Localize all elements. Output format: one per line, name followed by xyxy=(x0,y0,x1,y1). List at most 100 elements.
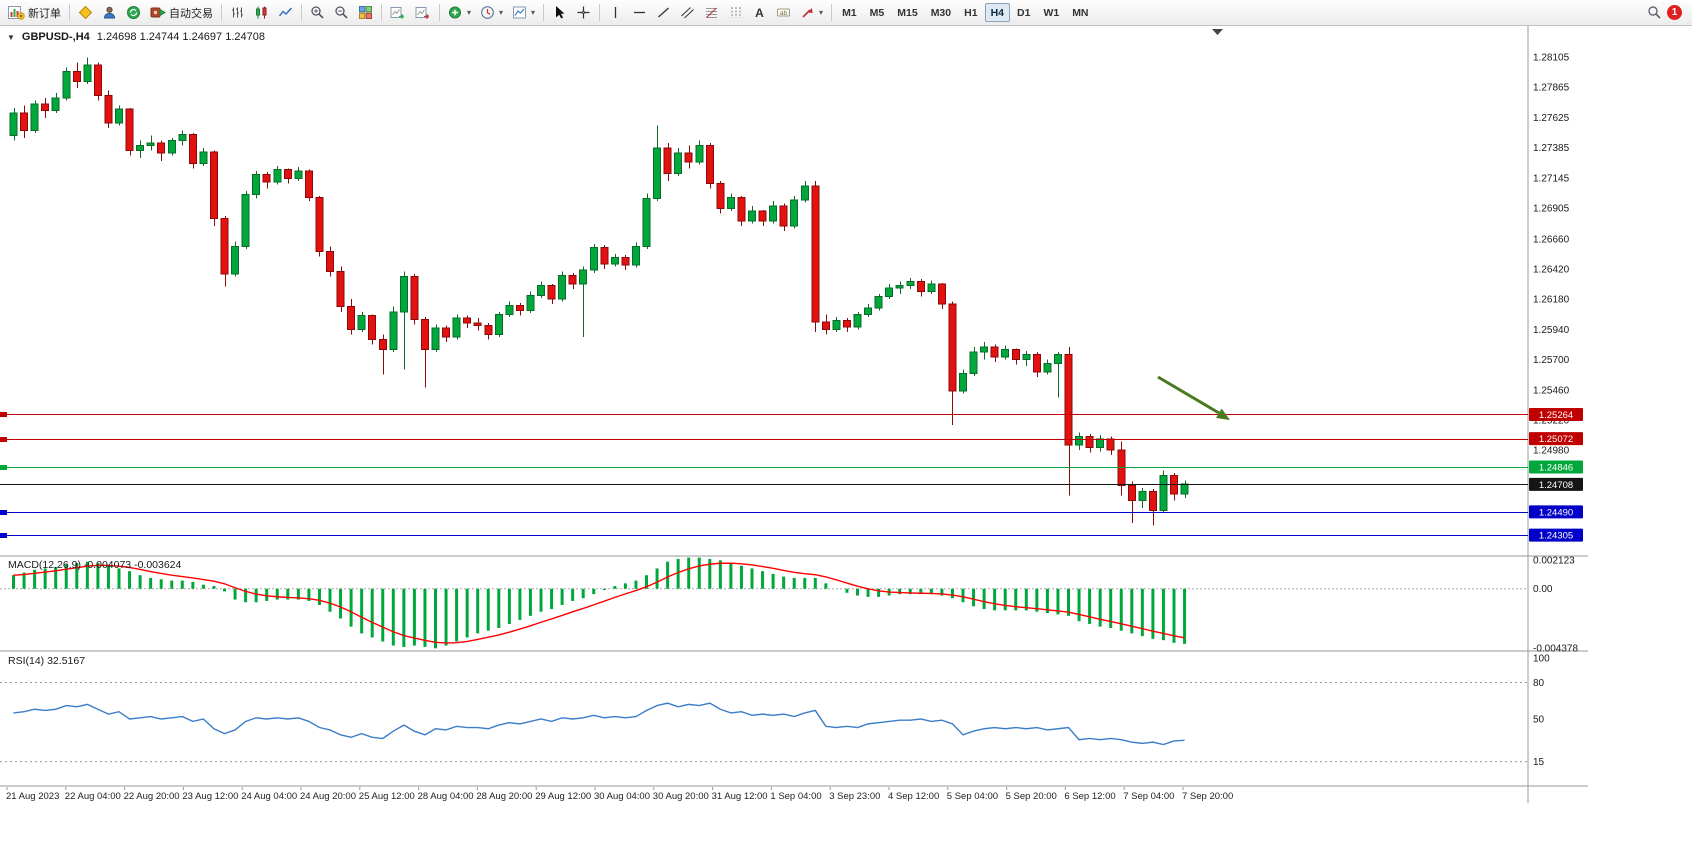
candle xyxy=(842,318,851,332)
tile-windows-button[interactable] xyxy=(354,2,377,23)
candle xyxy=(1085,433,1094,453)
terminal-button[interactable] xyxy=(122,2,145,23)
cursor-button[interactable] xyxy=(548,2,571,23)
price-axis-label: 1.24980 xyxy=(1533,446,1570,457)
add-indicator-icon xyxy=(448,5,463,20)
vertical-line-button[interactable] xyxy=(604,2,627,23)
bar-chart-button[interactable] xyxy=(226,2,249,23)
candle xyxy=(347,299,356,335)
candle xyxy=(832,316,841,332)
templates-button[interactable]: ▾ xyxy=(508,2,539,23)
time-axis-label: 22 Aug 04:00 xyxy=(65,791,121,802)
notification-badge[interactable]: 1 xyxy=(1667,5,1682,20)
price-axis-label: 1.27865 xyxy=(1533,83,1570,94)
price-tag-1.24490[interactable]: 1.24490 xyxy=(1529,505,1583,519)
price-line-1.24305[interactable] xyxy=(0,533,1528,538)
candle xyxy=(252,170,261,199)
candle xyxy=(610,253,619,267)
horizontal-line-icon xyxy=(632,5,647,20)
horizontal-line-button[interactable] xyxy=(628,2,651,23)
market-watch-button[interactable] xyxy=(74,2,97,23)
timeframe-button-w1[interactable]: W1 xyxy=(1037,3,1065,22)
line-handle[interactable] xyxy=(0,465,7,470)
price-tag-1.24708[interactable]: 1.24708 xyxy=(1529,477,1583,491)
zoom-in-button[interactable] xyxy=(306,2,329,23)
candle xyxy=(1148,489,1157,526)
arrows-tool-button[interactable]: ▾ xyxy=(796,2,827,23)
candle xyxy=(199,148,208,166)
price-line-1.24490[interactable] xyxy=(0,510,1528,515)
price-tag-1.24846[interactable]: 1.24846 xyxy=(1529,460,1583,474)
chart-shift-marker-icon[interactable] xyxy=(1212,29,1223,35)
candle xyxy=(463,315,472,329)
fibonacci-button[interactable] xyxy=(700,2,723,23)
price-line-1.25072[interactable] xyxy=(0,437,1528,442)
candle xyxy=(959,369,967,394)
new-order-button[interactable]: 新订单 xyxy=(4,2,65,23)
candle xyxy=(30,100,39,134)
candle xyxy=(916,279,925,297)
time-axis-label: 30 Aug 20:00 xyxy=(653,791,709,802)
line-handle[interactable] xyxy=(0,510,7,515)
candle xyxy=(378,334,387,375)
candle xyxy=(937,282,946,310)
chart-shift-button[interactable] xyxy=(411,2,435,23)
price-tag-1.25072[interactable]: 1.25072 xyxy=(1529,432,1583,446)
crosshair-button[interactable] xyxy=(572,2,595,23)
candle xyxy=(769,201,778,224)
text-tool-button[interactable]: A xyxy=(748,2,771,23)
auto-trading-label: 自动交易 xyxy=(169,7,213,20)
time-axis-label: 4 Sep 12:00 xyxy=(888,791,939,802)
periods-button[interactable]: ▾ xyxy=(476,2,507,23)
svg-text:1.24846: 1.24846 xyxy=(1539,463,1573,474)
zoom-out-button[interactable] xyxy=(330,2,353,23)
price-line-1.25264[interactable] xyxy=(0,412,1528,417)
auto-scroll-button[interactable] xyxy=(386,2,410,23)
candles-layer xyxy=(9,57,1189,526)
timeframe-button-h1[interactable]: H1 xyxy=(958,3,983,22)
line-handle[interactable] xyxy=(0,533,7,538)
search-button[interactable] xyxy=(1643,2,1666,23)
line-handle[interactable] xyxy=(0,437,7,442)
indicators-button[interactable]: ▾ xyxy=(444,2,475,23)
line-chart-button[interactable] xyxy=(274,2,297,23)
time-axis-label: 24 Aug 20:00 xyxy=(300,791,356,802)
line-chart-icon xyxy=(278,5,293,20)
text-label-button[interactable]: ab xyxy=(772,2,795,23)
timeframe-button-m1[interactable]: M1 xyxy=(836,3,863,22)
cycle-lines-button[interactable] xyxy=(724,2,747,23)
time-axis-label: 28 Aug 04:00 xyxy=(418,791,474,802)
navigator-button[interactable] xyxy=(98,2,121,23)
candle xyxy=(969,346,978,376)
candle xyxy=(758,209,767,227)
candle xyxy=(505,301,514,317)
candle xyxy=(537,281,545,298)
zoom-in-icon xyxy=(310,5,325,20)
price-line-1.24846[interactable] xyxy=(0,465,1528,470)
svg-text:1.24708: 1.24708 xyxy=(1539,480,1573,491)
trendline-button[interactable] xyxy=(652,2,675,23)
down-arrow-annotation[interactable] xyxy=(1157,375,1230,420)
candlestick-chart-button[interactable] xyxy=(250,2,273,23)
candle xyxy=(589,243,598,273)
candle xyxy=(558,271,567,302)
candle xyxy=(748,206,756,224)
candle xyxy=(1075,432,1084,451)
channel-button[interactable] xyxy=(676,2,699,23)
timeframe-button-m15[interactable]: M15 xyxy=(891,3,923,22)
auto-trading-button[interactable]: 自动交易 xyxy=(146,2,217,23)
timeframe-button-h4[interactable]: H4 xyxy=(984,3,1010,22)
candle xyxy=(9,107,18,141)
timeframe-button-mn[interactable]: MN xyxy=(1066,3,1094,22)
collapse-caret-icon[interactable]: ▼ xyxy=(7,32,15,42)
timeframe-button-m5[interactable]: M5 xyxy=(864,3,891,22)
candle xyxy=(864,304,873,317)
svg-text:A: A xyxy=(755,6,764,20)
price-tag-1.25264[interactable]: 1.25264 xyxy=(1529,407,1583,421)
candle xyxy=(779,203,788,232)
price-tag-1.24305[interactable]: 1.24305 xyxy=(1529,528,1583,542)
timeframe-button-d1[interactable]: D1 xyxy=(1011,3,1036,22)
line-handle[interactable] xyxy=(0,412,7,417)
timeframe-button-m30[interactable]: M30 xyxy=(925,3,957,22)
